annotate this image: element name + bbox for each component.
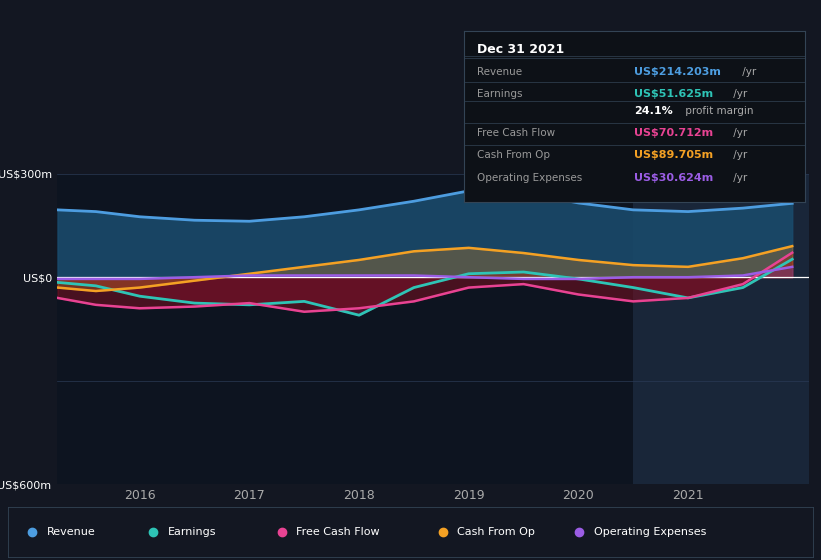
- Text: US$89.705m: US$89.705m: [635, 151, 713, 161]
- Text: Operating Expenses: Operating Expenses: [594, 527, 706, 537]
- Text: Cash From Op: Cash From Op: [478, 151, 551, 161]
- Text: US$30.624m: US$30.624m: [635, 172, 713, 183]
- Text: US$51.625m: US$51.625m: [635, 89, 713, 99]
- Text: 24.1%: 24.1%: [635, 106, 673, 116]
- Text: Free Cash Flow: Free Cash Flow: [296, 527, 380, 537]
- Text: /yr: /yr: [739, 67, 756, 77]
- Text: /yr: /yr: [730, 89, 747, 99]
- Bar: [633, 174, 809, 484]
- Text: /yr: /yr: [730, 128, 747, 138]
- Text: US$70.712m: US$70.712m: [635, 128, 713, 138]
- Text: /yr: /yr: [730, 172, 747, 183]
- Text: Cash From Op: Cash From Op: [457, 527, 535, 537]
- Text: Earnings: Earnings: [478, 89, 523, 99]
- Text: Free Cash Flow: Free Cash Flow: [478, 128, 556, 138]
- Text: profit margin: profit margin: [682, 106, 754, 116]
- Text: /yr: /yr: [730, 151, 747, 161]
- Text: Revenue: Revenue: [478, 67, 523, 77]
- Text: Earnings: Earnings: [167, 527, 216, 537]
- Text: US$214.203m: US$214.203m: [635, 67, 721, 77]
- Text: Dec 31 2021: Dec 31 2021: [478, 43, 565, 56]
- Text: Operating Expenses: Operating Expenses: [478, 172, 583, 183]
- Text: Revenue: Revenue: [47, 527, 95, 537]
